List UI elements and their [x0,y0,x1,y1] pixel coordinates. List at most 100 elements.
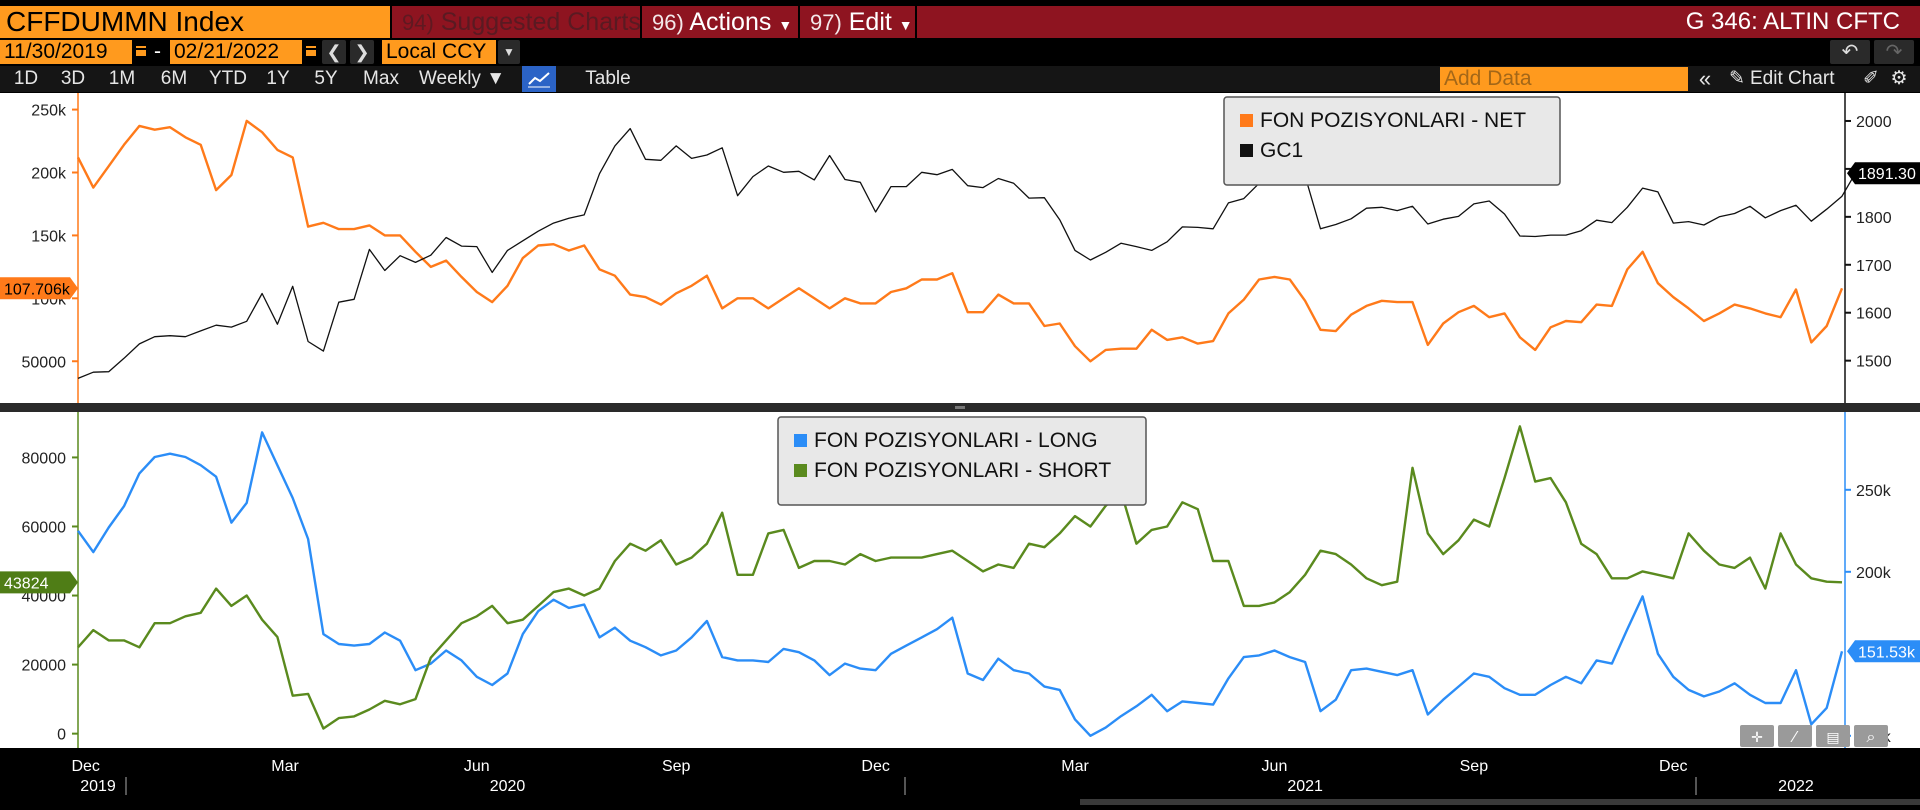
x-month-label: Jun [464,758,490,775]
right-tick-label: 250k [1856,483,1892,500]
scrollbar-thumb[interactable] [1080,799,1920,805]
menu-number: 97) [810,10,842,35]
end-date-field[interactable]: 02/21/2022 [170,40,302,64]
menu-edit[interactable]: 97) Edit ▼ [810,6,913,38]
bottom-panel: 800006000040000200000250k200k100k4382415… [0,412,1920,748]
redo-icon[interactable]: ↷ [1874,40,1914,64]
period-button-6m[interactable]: 6M [160,68,188,89]
zoom-glyph: ⌕ [1867,729,1876,746]
x-axis: Dec Mar Jun Sep Dec Mar Jun Sep Dec 2019 2020 2021 2… [0,748,1920,805]
collapse-icon[interactable]: « [1698,66,1712,91]
period-button-5y[interactable]: 5Y [314,68,338,89]
left-tick-label: 60000 [22,519,67,536]
period-button-max[interactable]: Max [363,68,399,89]
series-line-fon-pozisyonlari-short [77,425,1843,730]
prev-period-button[interactable]: ❮ [322,40,346,64]
menu-separator [390,6,392,38]
right-tick-label: 1600 [1856,306,1892,323]
right-tick-label: 1700 [1856,258,1892,275]
x-year-label: 2019 [80,778,116,795]
legend-label: FON POZISYONLARI - SHORT [814,459,1111,482]
left-last-value-label: 43824 [4,575,49,592]
x-year-label: 2020 [490,778,526,795]
caret-down-icon: ▼ [486,68,506,89]
period-button-1m[interactable]: 1M [108,68,136,89]
currency-dropdown-icon[interactable]: ▼ [498,40,520,64]
caret-down-icon: ▼ [898,17,913,33]
right-last-value-label: 151.53k [1858,644,1916,661]
menu-actions[interactable]: 96) Actions ▼ [652,6,792,38]
legend-swatch [794,464,807,477]
legend-label: FON POZISYONLARI - NET [1260,109,1526,132]
frequency-select[interactable]: Weekly ▼ [414,66,510,92]
calendar-icon[interactable] [134,44,148,58]
legend: FON POZISYONLARI - LONG FON POZISYONLARI … [777,416,1147,506]
legend: FON POZISYONLARI - NET GC1 [1223,96,1561,186]
date-separator: - [154,40,161,63]
top-panel-background [0,93,1920,403]
table-tab[interactable]: Table [585,68,631,89]
right-tick-label: 1800 [1856,210,1892,227]
right-last-value-label: 1891.30 [1858,166,1916,183]
x-month-label: Mar [271,758,299,775]
left-tick-label: 250k [31,103,67,120]
legend-swatch [794,434,807,447]
chart-tools: ✛ ∕ ▤ ⌕ [1740,725,1888,747]
period-button-3d[interactable]: 3D [60,68,86,89]
zoom-icon[interactable] [1854,725,1888,747]
undo-icon[interactable]: ↶ [1830,40,1870,64]
menu-separator [640,6,642,38]
right-tick-label: 1500 [1856,354,1892,371]
left-last-value-label: 107.706k [4,281,71,298]
x-month-label: Dec [71,758,99,775]
x-month-label: Dec [861,758,889,775]
legend-swatch [1240,144,1253,157]
menu-number: 94) [402,10,434,35]
left-tick-label: 80000 [22,450,67,467]
add-data-input[interactable]: Add Data [1440,67,1688,91]
start-date-field[interactable]: 11/30/2019 [0,40,132,64]
series-line-gc1 [77,127,1873,380]
next-period-button[interactable]: ❯ [350,40,374,64]
pencil-icon[interactable]: ✎ [1729,68,1745,89]
legend-label: GC1 [1260,139,1303,162]
calendar-icon[interactable] [304,44,318,58]
top-panel: 250k200k150k100k500002000190018001700160… [0,93,1920,403]
series-line-fon-pozisyonlari-net [76,119,1844,363]
pencil-icon[interactable] [1778,725,1812,747]
left-tick-label: 50000 [22,354,67,371]
gear-icon[interactable]: ⚙ [1890,68,1908,89]
legend-box [1223,96,1561,186]
ticker-field[interactable]: CFFDUMMN Index [0,6,390,38]
x-axis-background [0,748,1920,805]
menu-label: Actions [689,8,772,36]
period-button-1y[interactable]: 1Y [266,68,290,89]
x-month-label: Mar [1061,758,1089,775]
series-line-fon-pozisyonlari-long [77,431,1844,737]
legend-label: FON POZISYONLARI - LONG [814,429,1098,452]
currency-select[interactable]: Local CCY [382,40,496,64]
left-tick-label: 200k [31,166,67,183]
x-year-label: 2021 [1287,778,1323,795]
left-last-value-badge [0,277,78,300]
chart-svg: 250k200k150k100k500002000190018001700160… [0,93,1920,805]
crosshair-icon[interactable] [1740,725,1774,747]
menu-number: 96) [652,10,684,35]
pencil-glyph: ∕ [1790,729,1799,746]
right-last-value-badge [1847,162,1920,185]
left-tick-label: 0 [57,727,66,744]
right-tick-label: 200k [1856,565,1892,582]
line-chart-icon[interactable] [522,66,556,92]
frequency-label: Weekly [418,68,481,89]
right-tick-label: 2000 [1856,114,1892,131]
menu-suggested-charts[interactable]: 94) Suggested Charts [402,6,641,38]
period-button-1d[interactable]: 1D [13,68,39,89]
left-last-value-badge [0,571,78,594]
calendar-icon[interactable] [1816,725,1850,747]
edit-chart-button[interactable]: Edit Chart [1750,68,1835,89]
period-button-ytd[interactable]: YTD [209,68,247,89]
x-month-label: Dec [1659,758,1687,775]
draw-tool-icon[interactable]: ✐ [1863,68,1879,89]
right-last-value-badge [1847,640,1920,663]
divider-handle-icon [955,406,965,409]
